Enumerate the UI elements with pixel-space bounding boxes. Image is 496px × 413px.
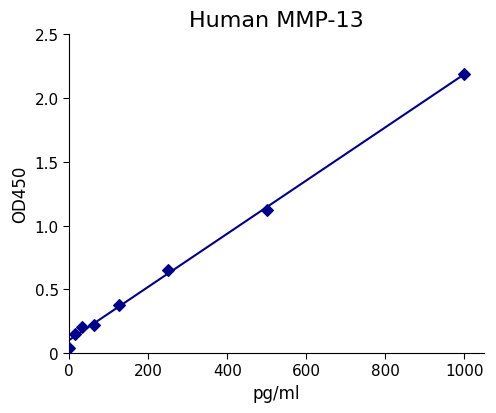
Point [263,207,271,214]
Title: Human MMP-13: Human MMP-13 [189,11,364,31]
X-axis label: pg/ml: pg/ml [253,384,300,402]
Point [460,71,468,78]
Point [90,322,98,328]
Y-axis label: OD450: OD450 [11,166,29,223]
Point [164,267,172,274]
Point [77,324,85,331]
Point [71,331,79,337]
Point [115,301,123,308]
Point [65,345,73,351]
